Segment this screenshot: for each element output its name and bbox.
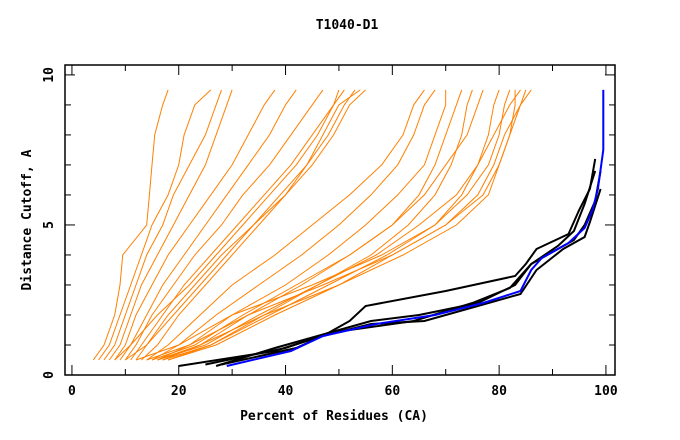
model-curve-12 — [125, 89, 361, 361]
plot-frame — [64, 64, 616, 376]
model-curve-14 — [151, 89, 436, 361]
x-tick-label: 100 — [594, 384, 618, 399]
model-curve-19 — [157, 89, 500, 361]
reference-curve-4 — [205, 170, 597, 366]
highlight-curve — [226, 89, 605, 367]
model-curve-5 — [114, 89, 276, 361]
model-curve-23 — [146, 89, 527, 361]
reference-curve-2 — [215, 170, 602, 367]
model-curve-8 — [130, 89, 345, 361]
y-axis-label: Distance Cutoff, A — [20, 149, 35, 290]
model-curve-6 — [119, 89, 297, 361]
y-tick-label: 5 — [42, 221, 57, 229]
model-curve-13 — [146, 89, 425, 361]
model-curve-3 — [103, 89, 222, 361]
model-curve-22 — [135, 89, 521, 361]
y-tick-label: 0 — [42, 371, 57, 379]
x-tick-label: 80 — [491, 384, 507, 399]
reference-curve-3 — [221, 188, 602, 366]
axis-ticks: 0 20 40 60 80 100 0 5 10 — [42, 65, 618, 399]
chart-title: T1040-D1 — [316, 18, 379, 33]
model-curve-7 — [124, 89, 324, 361]
y-tick-label: 10 — [42, 67, 57, 83]
model-curve-4 — [108, 89, 233, 361]
x-tick-label: 60 — [385, 384, 401, 399]
model-curve-15 — [157, 89, 447, 361]
model-curve-21 — [167, 89, 516, 361]
model-curve-11 — [114, 89, 340, 361]
series-group — [92, 89, 605, 367]
model-curve-18 — [151, 89, 484, 361]
model-curve-2 — [98, 89, 212, 361]
model-curve-10 — [141, 89, 366, 361]
x-tick-label: 0 — [68, 384, 76, 399]
x-tick-label: 40 — [278, 384, 294, 399]
x-tick-label: 20 — [171, 384, 187, 399]
x-axis-label: Percent of Residues (CA) — [240, 409, 428, 424]
model-curve-1 — [92, 89, 169, 361]
model-curve-17 — [167, 89, 473, 361]
model-curve-24 — [157, 89, 532, 361]
